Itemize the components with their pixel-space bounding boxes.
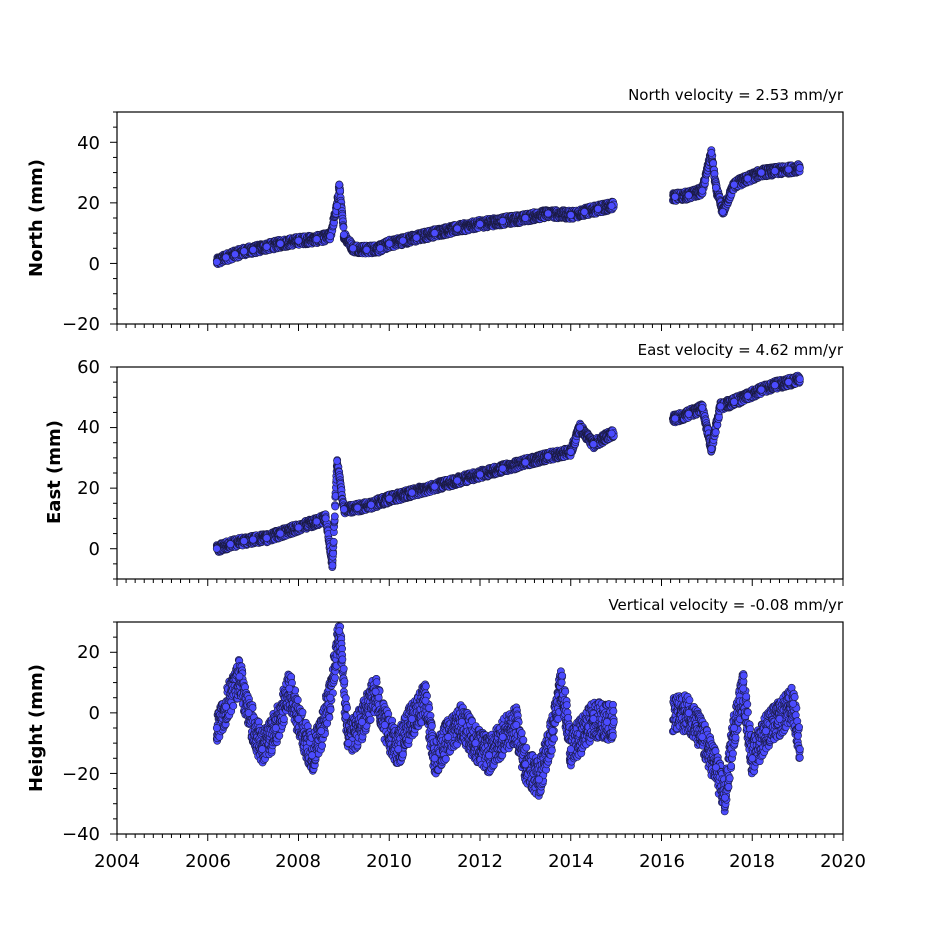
- data-point: [326, 232, 335, 241]
- data-point: [212, 257, 221, 266]
- data-point: [784, 165, 793, 174]
- north-y-axis-label: North (mm): [26, 159, 47, 277]
- north-y-tick-label: 0: [89, 254, 100, 275]
- data-point: [707, 148, 716, 157]
- data-point: [376, 244, 385, 253]
- data-point: [580, 207, 589, 216]
- data-point: [757, 168, 766, 177]
- data-point: [339, 230, 348, 239]
- data-point: [684, 191, 693, 200]
- data-point: [476, 220, 484, 228]
- north-y-tick-labels: −20 0 20 40: [62, 133, 100, 335]
- data-point: [385, 239, 394, 248]
- north-data-points: [212, 146, 804, 268]
- data-point: [333, 201, 341, 210]
- data-point: [698, 186, 707, 195]
- data-point: [240, 247, 248, 256]
- data-point: [335, 180, 344, 189]
- data-point: [453, 224, 462, 233]
- data-point: [294, 236, 303, 245]
- data-point: [594, 204, 602, 213]
- north-y-tick-label: 20: [77, 193, 100, 214]
- data-point: [566, 211, 575, 219]
- data-point: [339, 223, 348, 232]
- data-point: [329, 537, 338, 546]
- data-point: [498, 217, 507, 225]
- east-y-tick-label: 20: [77, 478, 100, 499]
- data-point: [349, 244, 357, 253]
- data-point: [276, 239, 285, 248]
- data-point: [221, 253, 230, 262]
- north-panel: North velocity = 2.53 mm/yr North (mm) −…: [26, 86, 844, 335]
- data-point: [430, 229, 439, 237]
- north-axis-ticks: [110, 111, 844, 331]
- data-point: [312, 235, 321, 244]
- data-point: [521, 214, 530, 222]
- east-y-tick-label: 60: [77, 357, 100, 378]
- east-panel-title: East velocity = 4.62 mm/yr: [638, 341, 844, 359]
- data-point: [607, 201, 616, 210]
- data-point: [330, 512, 339, 521]
- north-y-tick-label: 40: [77, 133, 100, 154]
- data-point: [796, 164, 804, 172]
- east-y-tick-label: 0: [89, 539, 100, 560]
- data-point: [398, 236, 407, 245]
- data-point: [743, 174, 752, 183]
- data-point: [262, 242, 271, 251]
- data-point: [362, 245, 371, 254]
- data-point: [730, 180, 738, 189]
- data-point: [231, 250, 239, 259]
- north-panel-title: North velocity = 2.53 mm/yr: [628, 86, 844, 104]
- data-point: [718, 207, 727, 216]
- north-y-tick-label: −20: [62, 314, 100, 335]
- data-point: [412, 233, 421, 242]
- data-point: [249, 245, 257, 254]
- data-point: [544, 209, 552, 218]
- data-point: [771, 167, 779, 175]
- data-point: [712, 183, 720, 192]
- data-point: [331, 502, 340, 511]
- east-y-tick-label: 40: [77, 417, 100, 438]
- data-point: [671, 192, 679, 201]
- east-y-axis-label: East (mm): [44, 420, 65, 524]
